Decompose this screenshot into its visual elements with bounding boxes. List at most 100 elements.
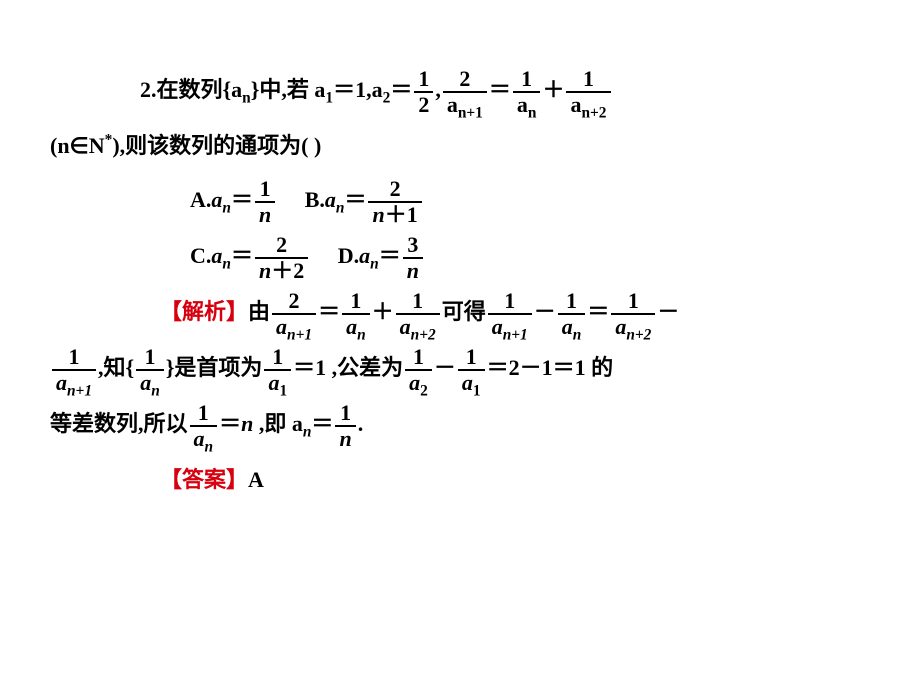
n: 3 — [403, 234, 423, 259]
s: 1 — [279, 383, 287, 400]
eq: ＝ — [318, 299, 340, 324]
a: a — [211, 243, 222, 268]
a: a — [346, 314, 357, 339]
d: n — [403, 259, 423, 282]
t: ,即 a — [253, 411, 303, 436]
d: an+2 — [566, 93, 610, 116]
a: a — [56, 370, 67, 395]
frac: 1an — [513, 68, 541, 116]
op: － — [657, 299, 679, 324]
frac: 1an+1 — [488, 290, 532, 338]
t: ),则该数列的通项为( ) — [112, 133, 321, 158]
dr: ＋2 — [271, 258, 304, 283]
opt-b-label: B. — [305, 187, 325, 212]
frac: 2an+1 — [272, 290, 316, 338]
t: ＝1,a — [333, 77, 383, 102]
s: n — [222, 256, 231, 273]
n: 1 — [414, 68, 433, 93]
op: ＋ — [372, 299, 394, 324]
d: an+1 — [52, 371, 96, 394]
frac: 2an+1 — [443, 68, 487, 116]
a: a — [462, 370, 473, 395]
s: n+2 — [411, 327, 436, 344]
dl: n — [259, 258, 271, 283]
d: an+1 — [488, 315, 532, 338]
a: a — [194, 426, 205, 451]
dl: n — [372, 202, 384, 227]
eq: ＝ — [379, 243, 401, 268]
opt-a-label: A. — [190, 187, 211, 212]
solution-line-1: 【解析】由2an+1＝1an＋1an+2可得1an+1－1an＝1an+2－ — [50, 288, 870, 338]
frac: 1an+2 — [396, 290, 440, 338]
s: n — [242, 89, 251, 106]
a: a — [562, 314, 573, 339]
d: n＋2 — [255, 259, 308, 282]
solution-line-3: 等差数列,所以1an＝n ,即 an＝1n. — [50, 400, 870, 450]
frac: 1an+2 — [566, 68, 610, 116]
a: a — [140, 370, 151, 395]
n: 1 — [335, 402, 355, 427]
eq: ＝ — [231, 243, 253, 268]
s: 2 — [420, 383, 428, 400]
frac: 2n＋2 — [255, 234, 308, 282]
a: a — [400, 314, 411, 339]
d: an — [190, 427, 218, 450]
frac: 1a2 — [405, 346, 432, 394]
solution-line-2: 1an+1,知{1an}是首项为1a1＝1 ,公差为1a2－1a1＝2－1＝1 … — [50, 344, 870, 394]
t: ＝ — [489, 77, 511, 102]
t: ＝ — [390, 77, 412, 102]
options-row-1: A.an＝1n B.an＝2n＋1 — [50, 176, 870, 226]
d: an+1 — [272, 315, 316, 338]
a: a — [615, 314, 626, 339]
a: a — [447, 92, 458, 117]
a: a — [268, 370, 279, 395]
n: 2 — [272, 290, 316, 315]
frac: 1an — [342, 290, 370, 338]
op: － — [534, 299, 556, 324]
t: ,知{ — [98, 355, 134, 380]
s: n+2 — [626, 327, 651, 344]
n: 1 — [558, 290, 586, 315]
eq: ＝ — [587, 299, 609, 324]
n: 1 — [566, 68, 610, 93]
dr: ＋1 — [385, 202, 418, 227]
frac: 1an — [190, 402, 218, 450]
frac: 1n — [335, 402, 355, 450]
t: , — [435, 77, 441, 102]
a: a — [517, 92, 528, 117]
t: ＝2－1＝1 的 — [487, 355, 614, 380]
d: an — [136, 371, 164, 394]
s: n+1 — [503, 327, 528, 344]
d: an+1 — [443, 93, 487, 116]
q-number: 2. — [140, 77, 157, 102]
d: an+2 — [611, 315, 655, 338]
a: a — [211, 187, 222, 212]
frac: 3n — [403, 234, 423, 282]
d: a1 — [264, 371, 291, 394]
d: an — [558, 315, 586, 338]
op: － — [434, 355, 456, 380]
t: }中,若 a — [251, 77, 326, 102]
d: an+2 — [396, 315, 440, 338]
a: a — [359, 243, 370, 268]
n: 2 — [255, 234, 308, 259]
s: n+1 — [458, 104, 483, 121]
s: n+1 — [67, 383, 92, 400]
frac: 1an — [136, 346, 164, 394]
n: 1 — [611, 290, 655, 315]
d: 2 — [414, 93, 433, 116]
t: ＝ — [219, 411, 241, 436]
a: a — [409, 370, 420, 395]
dot: . — [358, 411, 364, 436]
d: a2 — [405, 371, 432, 394]
n: 2 — [443, 68, 487, 93]
options-row-2: C.an＝2n＋2 D.an＝3n — [50, 232, 870, 282]
answer-label: 【答案】 — [160, 467, 248, 492]
d: n — [255, 203, 275, 226]
n: 1 — [52, 346, 96, 371]
n: 1 — [405, 346, 432, 371]
s: n — [151, 383, 160, 400]
d: n — [335, 427, 355, 450]
n: 1 — [136, 346, 164, 371]
n: 1 — [190, 402, 218, 427]
